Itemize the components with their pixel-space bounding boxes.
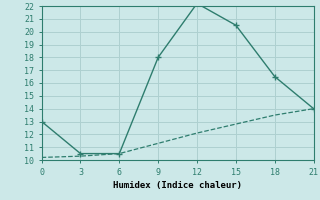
X-axis label: Humidex (Indice chaleur): Humidex (Indice chaleur) xyxy=(113,181,242,190)
